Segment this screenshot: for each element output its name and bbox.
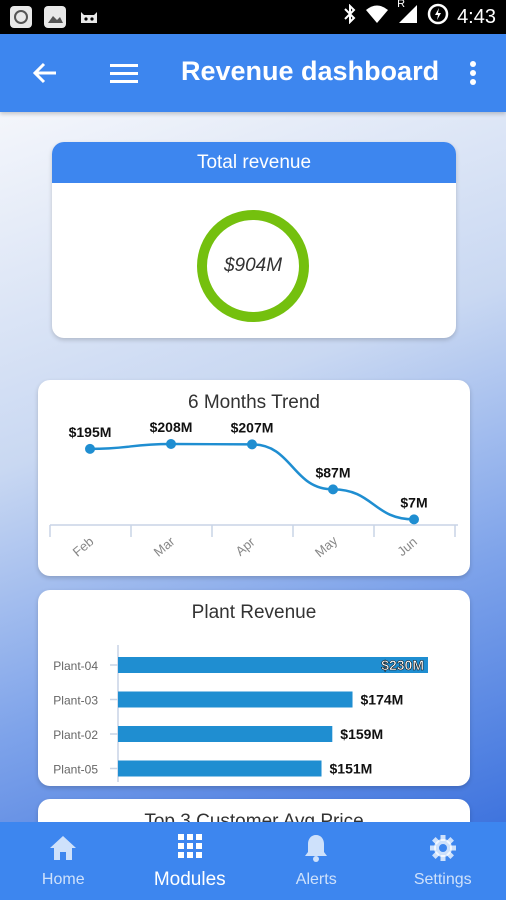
revenue-ring: $904M [196, 209, 310, 323]
app-bar: Revenue dashboard [0, 34, 506, 112]
total-revenue-value: $904M [223, 255, 283, 276]
app-notification-icon [10, 6, 32, 28]
nav-alerts-label: Alerts [295, 871, 337, 888]
trend-data-label: $207M [231, 419, 274, 435]
nav-settings-label: Settings [413, 871, 472, 888]
plant-data-label: $151M [330, 761, 373, 777]
trend-data-label: $195M [69, 424, 112, 440]
trend-tick-label: Feb [70, 534, 97, 560]
trend-point [409, 514, 419, 525]
clock: 4:43 [457, 5, 496, 28]
trend-chart: $195M Feb $208M Mar $207M Apr $87M May $7M Jun [49, 419, 458, 561]
nav-home-label: Home [41, 871, 85, 888]
trend-title: 6 Months Trend [187, 392, 321, 413]
trend-series-line [89, 442, 415, 521]
menu-button[interactable] [99, 48, 149, 98]
plant-data-label: $230M [381, 657, 424, 673]
plant-category-label: Plant-04 [53, 659, 98, 673]
plant-category-label: Plant-03 [53, 694, 98, 708]
plant-bar [118, 691, 353, 708]
plant-revenue-title: Plant Revenue [191, 602, 317, 623]
nav-modules[interactable]: Modules [127, 822, 254, 900]
trend-data-label: $7M [400, 494, 427, 510]
plant-bar [118, 760, 322, 777]
trend-card[interactable]: 6 Months Trend $195M Feb $208M Mar $207M Apr $… [38, 380, 470, 576]
bluetooth-icon [343, 3, 357, 30]
bottom-navigation: Home Modules Alerts [0, 822, 506, 900]
plant-bar [118, 657, 428, 673]
trend-tick-label: Mar [151, 533, 178, 559]
more-options-button[interactable] [448, 48, 498, 98]
trend-data-label: $208M [150, 419, 193, 435]
trend-point [85, 443, 95, 454]
arrow-left-icon [32, 62, 56, 84]
total-revenue-title: Total revenue [52, 142, 456, 183]
top3-customer-title: Top 3 Customer Avg Price [144, 811, 364, 822]
status-bar: R 4:43 [0, 0, 506, 34]
more-vert-icon [470, 61, 476, 85]
home-icon [50, 836, 77, 860]
bell-icon [305, 835, 328, 862]
hamburger-icon [110, 64, 138, 83]
plant-revenue-card[interactable]: Plant Revenue Plant-04 $230M Plant-03 $174M… [38, 590, 470, 786]
image-notification-icon [44, 6, 66, 28]
plant-revenue-chart: Plant-04 $230M Plant-03 $174M Plant-02 $159M P… [53, 645, 428, 782]
wifi-icon [365, 4, 389, 30]
trend-point [166, 439, 176, 449]
gear-icon [429, 835, 456, 861]
trend-tick-label: May [312, 533, 341, 561]
plant-data-label: $159M [340, 726, 383, 742]
plant-bar [118, 726, 333, 742]
trend-point [247, 439, 257, 450]
nav-home[interactable]: Home [0, 822, 127, 900]
page-title: Revenue dashboard [181, 56, 440, 86]
top3-customer-card[interactable]: Top 3 Customer Avg Price [38, 799, 470, 822]
trend-data-label: $87M [315, 464, 350, 480]
total-revenue-card[interactable]: Total revenue $904M [52, 142, 456, 338]
plant-data-label: $174M [361, 692, 404, 708]
back-button[interactable] [20, 48, 70, 98]
trend-point [328, 484, 338, 495]
trend-tick-label: Jun [394, 534, 420, 559]
plant-category-label: Plant-05 [53, 763, 98, 777]
cat-notification-icon [78, 6, 100, 28]
trend-tick-label: Apr [233, 534, 259, 559]
signal-icon: R [397, 0, 419, 30]
plant-category-label: Plant-02 [53, 728, 98, 742]
nav-modules-label: Modules [153, 869, 226, 890]
nav-settings[interactable]: Settings [380, 822, 506, 900]
nav-alerts[interactable]: Alerts [253, 822, 380, 900]
battery-saver-icon [427, 3, 449, 31]
dashboard-content[interactable]: Total revenue $904M 6 Months Trend $195M… [0, 112, 506, 822]
grid-icon [177, 834, 202, 858]
roaming-label: R [397, 0, 406, 10]
